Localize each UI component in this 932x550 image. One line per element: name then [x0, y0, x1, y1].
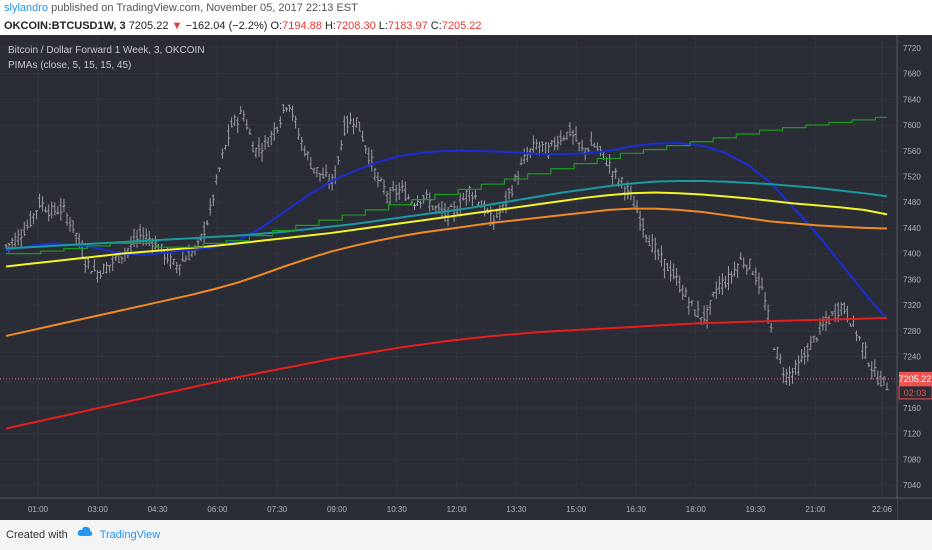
y-tick-label: 7400	[903, 250, 921, 259]
x-tick-label: 21:00	[805, 505, 826, 514]
y-tick-label: 7440	[903, 224, 921, 233]
y-tick-label: 7720	[903, 44, 921, 53]
ma-line-0	[5, 142, 888, 320]
y-tick-label: 7080	[903, 455, 921, 464]
close-label: C:	[430, 20, 442, 32]
grid	[0, 35, 897, 498]
x-tick-label: 03:00	[88, 505, 109, 514]
x-tick-label: 10:30	[387, 505, 408, 514]
tradingview-link[interactable]: TradingView	[99, 529, 161, 541]
x-tick-label: 09:00	[327, 505, 348, 514]
y-tick-label: 7600	[903, 121, 921, 130]
x-tick-label: 12:00	[447, 505, 468, 514]
x-tick-label: 18:00	[686, 505, 707, 514]
chart-legend-title: Bitcoin / Dollar Forward 1 Week, 3, OKCO…	[8, 45, 205, 56]
published-info: published on TradingView.com, November 0…	[48, 2, 358, 14]
x-tick-label: 06:00	[207, 505, 228, 514]
indicator-legend: PIMAs (close, 5, 15, 15, 45)	[8, 60, 131, 71]
tradingview-cloud-icon	[77, 520, 93, 550]
x-tick-label: 13:30	[506, 505, 527, 514]
y-tick-label: 7160	[903, 404, 921, 413]
y-tick-label: 7560	[903, 147, 921, 156]
x-tick-label: 01:00	[28, 505, 49, 514]
price-tag-text: 7205.22	[899, 374, 932, 384]
price-chart[interactable]: 7720 7680 7640 7600 7560 7520 7480 7440 7400 7360…	[0, 35, 932, 520]
author-link[interactable]: slylandro	[4, 2, 49, 14]
price-change: −162.04 (−2.2%)	[185, 20, 268, 32]
quote-bar: OKCOIN:BTCUSD1W, 3 7205.22 ▼ −162.04 (−2…	[0, 17, 932, 35]
ma-line-3	[5, 207, 888, 337]
price-tag	[899, 371, 932, 386]
ma-line-2	[5, 191, 888, 268]
footer: Created with TradingView	[0, 520, 932, 550]
y-tick-label: 7520	[903, 172, 921, 181]
y-tick-label: 7120	[903, 430, 921, 439]
time-axis	[0, 498, 897, 520]
ma-line-4	[5, 316, 888, 430]
created-with-label: Created with	[6, 529, 68, 541]
open-label: O:	[270, 20, 283, 32]
high-value: 7208.30	[335, 20, 376, 32]
close-value: 7205.22	[441, 20, 482, 32]
header-bar: slylandro published on TradingView.com, …	[0, 0, 932, 17]
y-tick-label: 7040	[903, 481, 921, 490]
chart-area[interactable]: 7720 7680 7640 7600 7560 7520 7480 7440 7400 7360…	[0, 35, 932, 520]
y-tick-label: 7320	[903, 301, 921, 310]
timer-tag-text: 02:03	[904, 388, 927, 398]
x-axis-ticks: 01:00 03:00 04:30 06:00 07:30 09:00 10:30 12:00…	[28, 505, 893, 514]
y-tick-label: 7680	[903, 70, 921, 79]
open-value: 7194.88	[282, 20, 322, 32]
x-tick-label: 04:30	[148, 505, 169, 514]
y-tick-label: 7480	[903, 198, 921, 207]
ma-line-1	[5, 179, 888, 250]
price-axis	[897, 35, 932, 520]
x-tick-label: 15:00	[566, 505, 587, 514]
x-tick-label: 22:06	[872, 505, 893, 514]
ma-line-5	[6, 116, 887, 255]
y-axis-ticks: 7720 7680 7640 7600 7560 7520 7480 7440 7400 7360…	[903, 44, 921, 490]
timer-tag	[898, 385, 932, 400]
y-tick-label: 7360	[903, 275, 921, 284]
y-tick-label: 7240	[903, 353, 921, 362]
price-bars	[4, 104, 889, 391]
last-price: 7205.22	[128, 20, 169, 32]
x-tick-label: 07:30	[267, 505, 288, 514]
down-arrow-icon: ▼	[171, 20, 183, 32]
low-label: L:	[378, 20, 388, 32]
y-tick-label: 7640	[903, 95, 921, 104]
high-label: H:	[324, 20, 336, 32]
symbol-label: OKCOIN:BTCUSD1W, 3	[4, 20, 126, 32]
x-tick-label: 19:30	[746, 505, 767, 514]
moving-average-lines	[5, 116, 888, 430]
low-value: 7183.97	[387, 20, 428, 32]
y-tick-label: 7280	[903, 327, 921, 336]
x-tick-label: 16:30	[626, 505, 647, 514]
